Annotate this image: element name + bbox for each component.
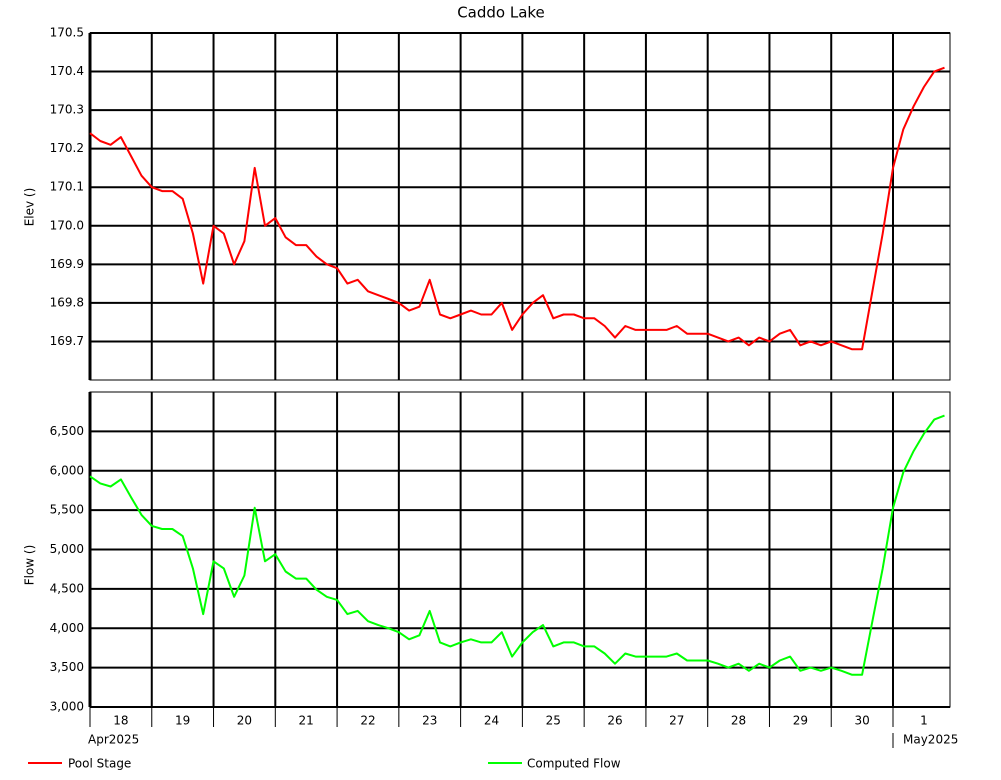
legend-label: Computed Flow	[527, 757, 621, 771]
legend-label: Pool Stage	[68, 757, 131, 771]
y-tick-label: 170.2	[50, 141, 84, 155]
y-tick-label: 6,000	[50, 463, 84, 477]
x-tick-label: 21	[299, 714, 314, 728]
plot-area	[89, 32, 951, 381]
y-tick-label: 170.1	[50, 180, 84, 194]
x-tick-label: 30	[854, 714, 869, 728]
y-tick-label: 4,000	[50, 621, 84, 635]
x-tick-label: 26	[607, 714, 622, 728]
y-tick-label: 6,500	[50, 424, 84, 438]
x-tick-label: 28	[731, 714, 746, 728]
x-tick-label: 27	[669, 714, 684, 728]
y-tick-label: 4,500	[50, 581, 84, 595]
x-tick-label: 23	[422, 714, 437, 728]
x-tick-label: 18	[113, 714, 128, 728]
series-line	[89, 414, 945, 676]
series-line	[89, 66, 945, 351]
y-axis-label: Elev ()	[23, 188, 37, 227]
y2-axis-label: Flow ()	[23, 545, 37, 586]
y-tick-label: 5,500	[50, 503, 84, 517]
y-tick-label: 170.4	[50, 64, 84, 78]
x-tick-label: 29	[793, 714, 808, 728]
x-tick-label: 1	[920, 714, 928, 728]
x-group-label: Apr2025	[88, 733, 139, 747]
y-tick-label: 169.8	[50, 295, 84, 309]
y-tick-label: 3,000	[50, 700, 84, 714]
y-tick-label: 170.5	[50, 26, 84, 40]
y-tick-label: 3,500	[50, 660, 84, 674]
x-tick-label: 24	[484, 714, 499, 728]
y-tick-label: 169.9	[50, 257, 84, 271]
y-tick-label: 5,000	[50, 542, 84, 556]
x-tick-label: 22	[360, 714, 375, 728]
y-tick-label: 170.0	[50, 218, 84, 232]
chart-title: Caddo Lake	[457, 4, 545, 22]
x-group-label: May2025	[903, 733, 958, 747]
y-tick-label: 169.7	[50, 334, 84, 348]
x-tick-label: 20	[237, 714, 252, 728]
x-tick-label: 19	[175, 714, 190, 728]
y-tick-label: 170.3	[50, 103, 84, 117]
x-tick-label: 25	[546, 714, 561, 728]
